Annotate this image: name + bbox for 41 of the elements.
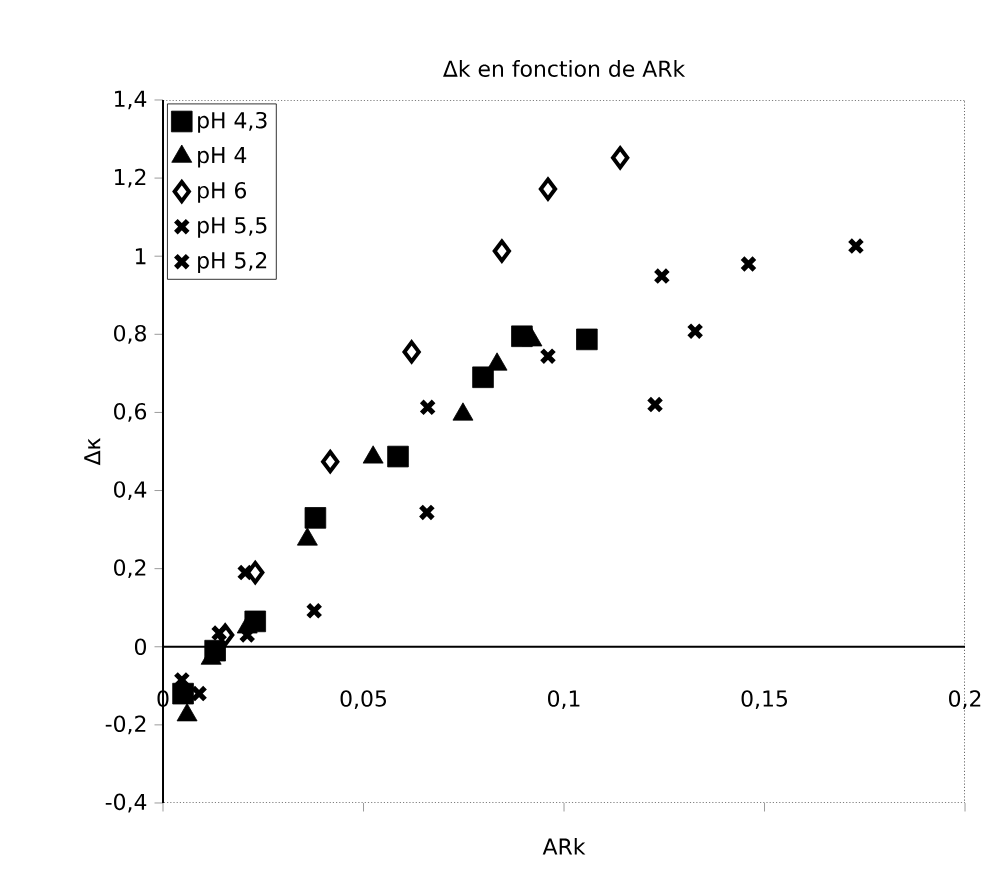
point <box>538 177 558 201</box>
point <box>576 328 598 351</box>
y-tick-label: 1 <box>135 248 146 265</box>
legend-label: pH 5,2 <box>198 252 267 273</box>
legend-label: pH 4,3 <box>198 111 267 133</box>
y-tick-label: 0,2 <box>114 559 146 579</box>
legend-label: pH 4 <box>198 147 247 168</box>
x-axis-title: ARk <box>542 837 586 855</box>
point <box>646 396 664 414</box>
point <box>539 347 557 365</box>
point <box>653 267 671 285</box>
y-tick-label: 0,6 <box>114 403 147 422</box>
x-tick-label: 0,1 <box>548 690 580 709</box>
legend-label: pH 5,5 <box>198 217 267 238</box>
point <box>321 450 340 474</box>
point <box>739 255 757 273</box>
y-tick-label: 0,4 <box>114 481 147 500</box>
x-tick-label: 0,15 <box>741 690 787 709</box>
point <box>418 503 436 521</box>
y-tick-label: -0,2 <box>105 715 146 735</box>
y-tick-label: 1,2 <box>115 168 146 188</box>
y-axis-title: Δκ <box>84 438 101 466</box>
point <box>686 322 704 340</box>
point <box>402 340 421 364</box>
point <box>304 507 327 529</box>
point <box>387 445 409 468</box>
point <box>847 237 865 255</box>
point <box>305 602 323 620</box>
point <box>610 146 630 170</box>
point <box>210 624 228 642</box>
x-tick-label: 0,05 <box>340 690 386 709</box>
y-tick-label: 1,4 <box>115 90 147 110</box>
point <box>419 398 437 416</box>
y-tick-label: -0,4 <box>105 793 147 813</box>
point <box>472 366 494 389</box>
y-tick-label: 0 <box>134 638 146 656</box>
chart-title: Δk en fonction de ARk <box>443 60 686 77</box>
point <box>492 239 512 263</box>
legend-label: pH 6 <box>198 181 247 203</box>
y-tick-label: 0,8 <box>114 324 146 344</box>
x-tick-label: 0,2 <box>949 690 981 709</box>
